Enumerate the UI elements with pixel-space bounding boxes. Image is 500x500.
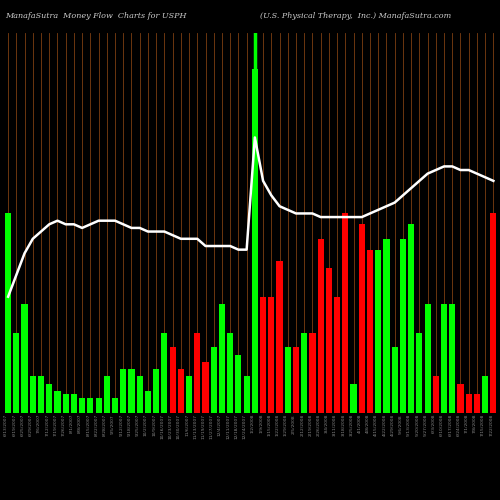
Bar: [358, 224, 365, 412]
Bar: [186, 376, 192, 412]
Bar: [318, 239, 324, 412]
Bar: [441, 304, 447, 412]
Bar: [210, 348, 217, 412]
Bar: [400, 239, 406, 412]
Bar: [236, 354, 242, 412]
Bar: [301, 333, 308, 412]
Bar: [227, 333, 234, 412]
Bar: [30, 376, 36, 412]
Bar: [432, 376, 439, 412]
Bar: [136, 376, 143, 412]
Bar: [276, 260, 282, 412]
Bar: [38, 376, 44, 412]
Bar: [367, 250, 373, 412]
Bar: [268, 296, 274, 412]
Bar: [449, 304, 456, 412]
Bar: [112, 398, 118, 412]
Bar: [219, 304, 225, 412]
Bar: [178, 369, 184, 412]
Bar: [310, 333, 316, 412]
Bar: [384, 239, 390, 412]
Bar: [88, 398, 94, 412]
Bar: [482, 376, 488, 412]
Bar: [96, 398, 102, 412]
Bar: [54, 391, 60, 412]
Bar: [202, 362, 208, 412]
Bar: [153, 369, 159, 412]
Bar: [375, 250, 382, 412]
Bar: [71, 394, 77, 412]
Bar: [79, 398, 85, 412]
Text: (U.S. Physical Therapy,  Inc.) ManafaSutra.com: (U.S. Physical Therapy, Inc.) ManafaSutr…: [260, 12, 451, 20]
Bar: [128, 369, 134, 412]
Bar: [458, 384, 464, 412]
Bar: [326, 268, 332, 412]
Bar: [120, 369, 126, 412]
Bar: [145, 391, 151, 412]
Bar: [416, 333, 422, 412]
Bar: [424, 304, 430, 412]
Bar: [170, 348, 175, 412]
Bar: [408, 224, 414, 412]
Bar: [490, 214, 496, 412]
Bar: [342, 214, 348, 412]
Bar: [162, 333, 168, 412]
Bar: [62, 394, 69, 412]
Bar: [46, 384, 52, 412]
Bar: [350, 384, 356, 412]
Bar: [466, 394, 472, 412]
Bar: [293, 348, 299, 412]
Bar: [22, 304, 28, 412]
Bar: [284, 348, 291, 412]
Bar: [334, 296, 340, 412]
Bar: [252, 68, 258, 412]
Bar: [194, 333, 200, 412]
Bar: [260, 296, 266, 412]
Bar: [14, 333, 20, 412]
Bar: [104, 376, 110, 412]
Bar: [392, 348, 398, 412]
Text: ManafaSutra  Money Flow  Charts for USPH: ManafaSutra Money Flow Charts for USPH: [5, 12, 186, 20]
Bar: [244, 376, 250, 412]
Bar: [474, 394, 480, 412]
Bar: [5, 214, 11, 412]
